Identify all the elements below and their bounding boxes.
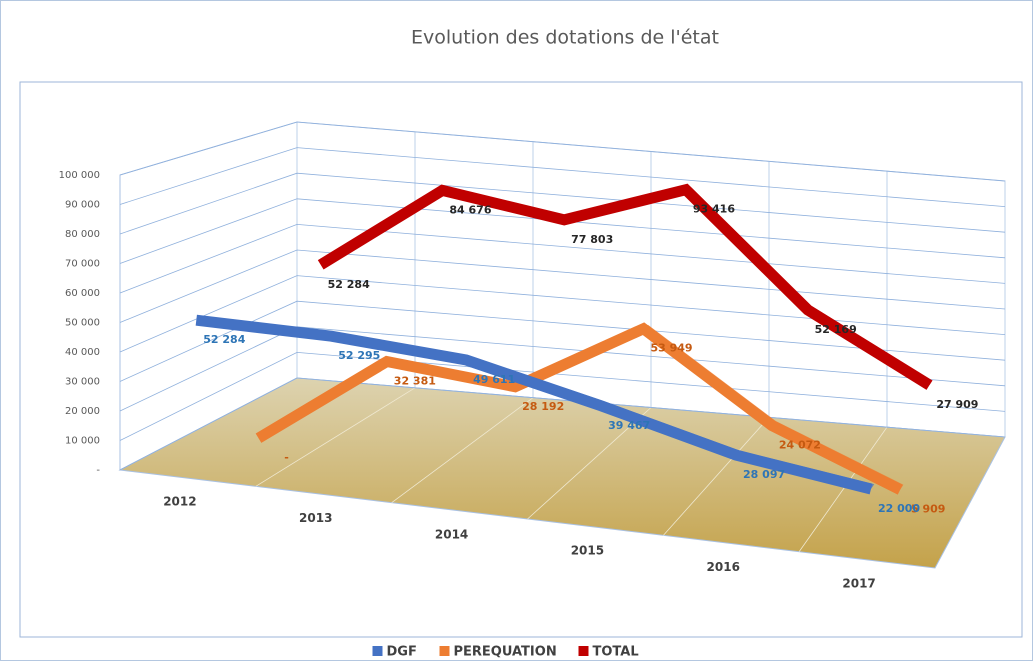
grid-line [119, 223, 1006, 294]
data-label: 28 097 [743, 468, 785, 481]
floor-divider [255, 387, 416, 487]
data-label: 22 000 [878, 502, 920, 515]
data-label: 52 295 [338, 349, 380, 362]
grid-line [119, 300, 1006, 382]
data-label: 28 192 [522, 400, 564, 413]
legend-label: DGF [387, 645, 417, 660]
y-tick-label: 70 000 [65, 259, 100, 270]
grid-line [119, 172, 1006, 235]
y-tick-label: - [96, 465, 100, 476]
x-tick-label: 2014 [435, 527, 468, 541]
grid-line [119, 351, 1006, 441]
legend-label: TOTAL [593, 645, 639, 660]
data-label: - [284, 451, 289, 464]
data-label: 84 676 [449, 203, 491, 216]
floor-divider [527, 407, 652, 520]
y-tick-label: 50 000 [65, 318, 100, 329]
grid-line [119, 198, 1006, 264]
plot-frame [19, 81, 1023, 638]
data-label: 77 803 [571, 233, 613, 246]
legend-swatch [372, 646, 383, 656]
y-tick-label: 80 000 [65, 229, 100, 240]
y-tick-label: 100 000 [59, 170, 100, 181]
grid-line [119, 275, 1006, 353]
y-tick-label: 90 000 [65, 200, 100, 211]
data-label: 32 381 [394, 375, 436, 388]
x-tick-label: 2016 [707, 560, 740, 574]
floor-divider [798, 426, 888, 552]
y-tick-label: 60 000 [65, 288, 100, 299]
legend-swatch [578, 646, 589, 656]
legend-label: PEREQUATION [454, 645, 557, 660]
x-tick-label: 2017 [842, 576, 875, 590]
y-tick-label: 30 000 [65, 377, 100, 388]
data-label: 27 909 [936, 398, 978, 411]
data-label: 5 909 [911, 503, 945, 516]
data-label: 39 467 [608, 419, 650, 432]
data-label: 49 611 [473, 373, 515, 386]
x-tick-label: 2013 [299, 511, 332, 525]
y-tick-label: 10 000 [65, 436, 100, 447]
series-ribbon [255, 322, 903, 495]
data-label: 52 284 [328, 278, 370, 291]
data-label: 53 949 [650, 342, 692, 355]
x-tick-label: 2012 [163, 495, 196, 509]
grid-line [119, 249, 1006, 323]
chart-title: Evolution des dotations de l'état [411, 27, 719, 49]
series-ribbon [317, 183, 933, 390]
grid-line [119, 147, 1006, 207]
x-tick-label: 2015 [571, 544, 604, 558]
legend-swatch [439, 646, 450, 656]
data-label: 24 072 [779, 439, 821, 452]
series-ribbon [195, 314, 873, 495]
data-label: 93 416 [693, 203, 735, 216]
data-label: 52 169 [815, 323, 857, 336]
floor-divider [663, 417, 770, 536]
y-tick-label: 20 000 [65, 406, 100, 417]
floor-divider [391, 397, 534, 503]
y-tick-label: 40 000 [65, 347, 100, 358]
data-label: 52 284 [203, 333, 245, 346]
grid-line [119, 121, 1006, 182]
